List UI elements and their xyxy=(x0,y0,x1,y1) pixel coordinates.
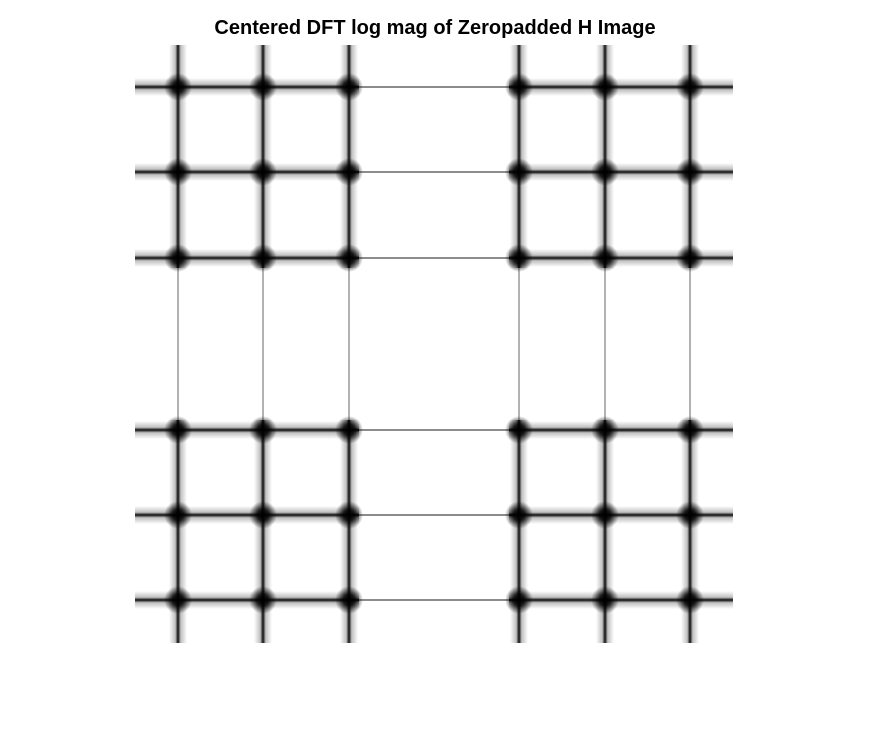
node-4-1 xyxy=(591,158,619,186)
node-5-5 xyxy=(676,586,704,614)
node-5-0 xyxy=(676,73,704,101)
node-5-3 xyxy=(676,416,704,444)
node-3-2 xyxy=(505,244,533,272)
node-2-4 xyxy=(335,501,363,529)
node-2-5 xyxy=(335,586,363,614)
node-0-5 xyxy=(164,586,192,614)
v-band-2-0 xyxy=(340,45,358,268)
node-5-4 xyxy=(676,501,704,529)
node-3-1 xyxy=(505,158,533,186)
node-2-3 xyxy=(335,416,363,444)
node-1-3 xyxy=(249,416,277,444)
node-3-0 xyxy=(505,73,533,101)
node-5-2 xyxy=(676,244,704,272)
node-1-1 xyxy=(249,158,277,186)
node-4-4 xyxy=(591,501,619,529)
node-3-3 xyxy=(505,416,533,444)
node-1-5 xyxy=(249,586,277,614)
v-band-0-0 xyxy=(169,45,187,268)
v-band-1-0 xyxy=(254,45,272,268)
node-0-0 xyxy=(164,73,192,101)
v-band-3-0 xyxy=(510,45,528,268)
spectrum-grid xyxy=(135,45,733,643)
node-3-5 xyxy=(505,586,533,614)
node-5-1 xyxy=(676,158,704,186)
figure-title: Centered DFT log mag of Zeropadded H Ima… xyxy=(214,17,656,39)
node-1-2 xyxy=(249,244,277,272)
node-1-4 xyxy=(249,501,277,529)
node-4-0 xyxy=(591,73,619,101)
node-2-1 xyxy=(335,158,363,186)
node-4-2 xyxy=(591,244,619,272)
node-2-2 xyxy=(335,244,363,272)
node-4-5 xyxy=(591,586,619,614)
node-0-1 xyxy=(164,158,192,186)
node-0-2 xyxy=(164,244,192,272)
v-band-4-0 xyxy=(596,45,614,268)
node-2-0 xyxy=(335,73,363,101)
node-0-4 xyxy=(164,501,192,529)
node-3-4 xyxy=(505,501,533,529)
node-4-3 xyxy=(591,416,619,444)
node-1-0 xyxy=(249,73,277,101)
v-band-5-0 xyxy=(681,45,699,268)
node-0-3 xyxy=(164,416,192,444)
